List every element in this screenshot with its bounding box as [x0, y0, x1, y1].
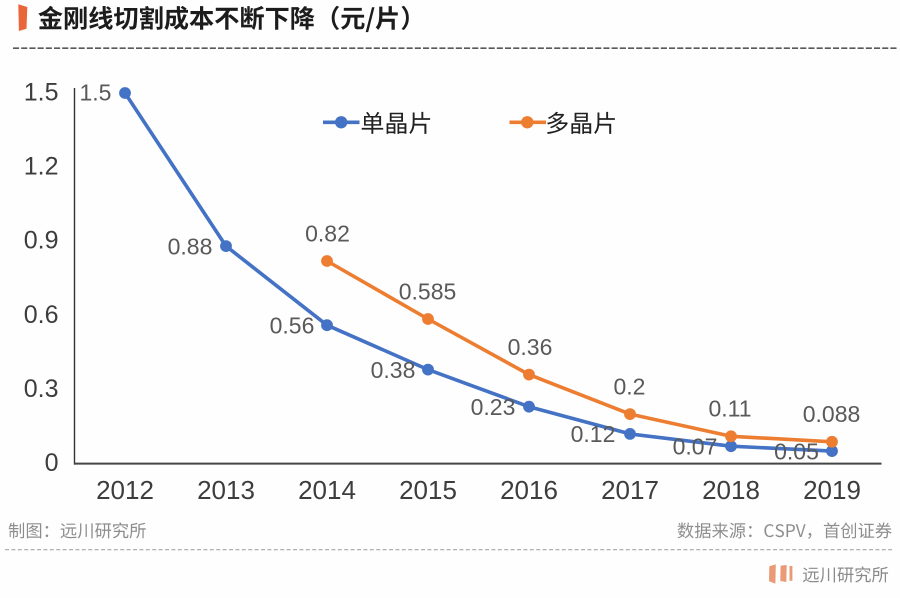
svg-text:0.88: 0.88	[168, 233, 213, 259]
svg-text:0.56: 0.56	[270, 313, 315, 339]
svg-text:0.38: 0.38	[371, 357, 416, 383]
svg-text:0.05: 0.05	[774, 438, 819, 464]
svg-text:2014: 2014	[298, 475, 356, 505]
svg-text:0.6: 0.6	[24, 301, 59, 329]
svg-text:0.9: 0.9	[24, 227, 59, 255]
svg-text:0.07: 0.07	[673, 434, 718, 460]
svg-text:1.2: 1.2	[24, 153, 59, 181]
svg-text:0.2: 0.2	[614, 373, 646, 399]
svg-text:0.23: 0.23	[471, 394, 516, 420]
svg-text:0.11: 0.11	[708, 396, 751, 422]
svg-text:2016: 2016	[500, 475, 558, 505]
svg-text:0.12: 0.12	[571, 421, 616, 447]
svg-text:2012: 2012	[96, 475, 154, 505]
svg-text:2013: 2013	[197, 475, 255, 505]
svg-text:0.585: 0.585	[399, 278, 457, 304]
svg-text:1.5: 1.5	[24, 79, 59, 107]
svg-text:0: 0	[45, 449, 59, 477]
svg-text:2017: 2017	[601, 475, 659, 505]
svg-text:0.82: 0.82	[305, 220, 350, 246]
svg-text:2015: 2015	[399, 475, 457, 505]
svg-text:0.3: 0.3	[24, 375, 59, 403]
svg-text:2018: 2018	[702, 475, 760, 505]
svg-text:0.36: 0.36	[508, 334, 553, 360]
svg-text:1.5: 1.5	[80, 80, 112, 106]
svg-text:2019: 2019	[803, 475, 861, 505]
svg-text:0.088: 0.088	[803, 401, 861, 427]
